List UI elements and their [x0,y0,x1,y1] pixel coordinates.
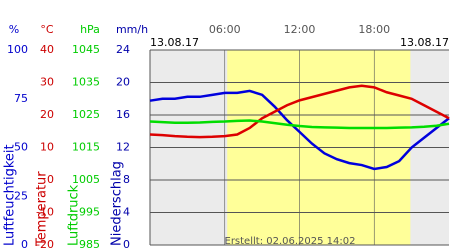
data-line [149,119,450,130]
y-tick-label: 10 [40,141,54,154]
data-line [149,89,450,171]
y-tick-label: 1035 [72,76,100,89]
y-tick-label: 0 [47,173,54,186]
y-tick-label: 50 [14,141,28,154]
y-tick-label: 8 [123,173,130,186]
x-tick-label: 06:00 [209,23,241,36]
plot-area [149,49,449,246]
y-tick-label: 40 [40,43,54,56]
y-tick-label: 75 [14,92,28,105]
y-tick-label: 1005 [72,173,100,186]
data-line [149,84,450,139]
y-tick-label: 24 [116,43,130,56]
y-tick-label: -20 [36,238,54,250]
y-tick-label: 0 [21,238,28,250]
y-tick-label: 12 [116,141,130,154]
x-tick-label: 18:00 [358,23,390,36]
y-tick-label: 0 [123,238,130,250]
axis-unit: hPa [80,23,100,36]
y-tick-label: 1015 [72,141,100,154]
y-tick-label: 995 [79,206,100,219]
axis-unit: % [9,23,19,36]
y-tick-label: 30 [40,76,54,89]
y-tick-label: 985 [79,238,100,250]
y-tick-label: 1025 [72,108,100,121]
axis-unit: °C [40,23,54,36]
y-tick-label: 20 [40,108,54,121]
axis-unit: mm/h [116,23,148,36]
y-tick-label: 4 [123,206,130,219]
y-tick-label: 100 [7,43,28,56]
axis-title: Luftdruck [67,184,82,246]
axis-title: Niederschlag [110,161,125,246]
y-tick-label: 1045 [72,43,100,56]
axis-title: Luftfeuchtigkeit [3,144,18,246]
y-tick-label: 25 [14,189,28,202]
y-tick-label: 20 [116,76,130,89]
x-tick-label: 12:00 [284,23,316,36]
axis-title: Temperatur [35,171,50,247]
y-tick-label: 16 [116,108,130,121]
created-note: Erstellt: 02.06.2025 14:02 [225,236,356,247]
end-date: 13.08.17 [400,36,449,49]
start-date: 13.08.17 [150,36,199,49]
y-tick-label: -10 [36,206,54,219]
